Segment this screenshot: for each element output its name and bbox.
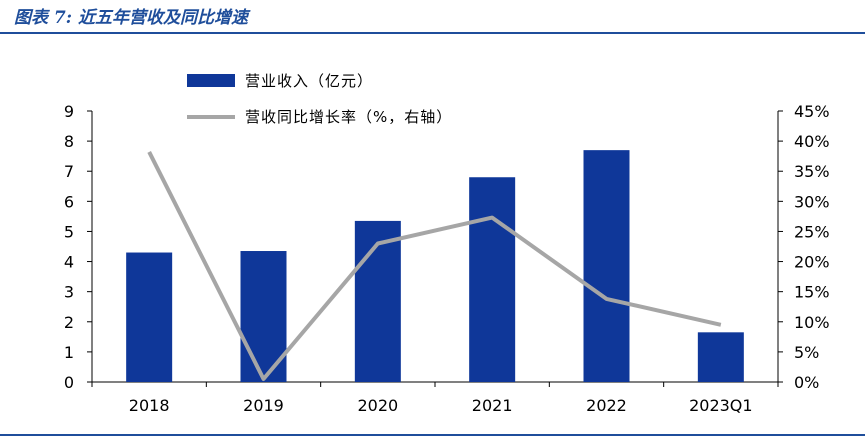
x-tick-label: 2018 — [129, 396, 170, 415]
right-tick-label: 45% — [794, 102, 830, 121]
right-tick-label: 35% — [794, 162, 830, 181]
left-tick-label: 2 — [64, 313, 74, 332]
left-tick-label: 9 — [64, 102, 74, 121]
growth-rate-line — [147, 151, 722, 381]
bar-2022 — [583, 150, 630, 382]
x-tick-label: 2019 — [243, 396, 284, 415]
x-axis-ticks: 2018 2019 2020 2021 2022 2023Q1 — [91, 382, 779, 415]
left-axis-ticks: 0 1 2 3 4 5 6 7 8 9 — [64, 102, 92, 392]
legend-line-label: 营收同比增长率（%，右轴） — [245, 108, 452, 126]
right-tick-label: 30% — [794, 192, 830, 211]
figure-title: 图表 7: 近五年营收及同比增速 — [14, 8, 248, 28]
left-tick-label: 4 — [64, 253, 74, 272]
left-tick-label: 0 — [64, 373, 74, 392]
legend-bar-label: 营业收入（亿元） — [245, 72, 373, 90]
bar-2020 — [354, 220, 401, 382]
left-tick-label: 6 — [64, 192, 74, 211]
left-tick-label: 8 — [64, 132, 74, 151]
right-tick-label: 25% — [794, 222, 830, 241]
x-tick-label: 2023Q1 — [689, 396, 753, 415]
bottom-rule — [0, 434, 865, 436]
x-tick-label: 2022 — [586, 396, 627, 415]
right-tick-label: 20% — [794, 253, 830, 272]
bar-2023Q1 — [697, 332, 744, 382]
right-axis-ticks: 0% 5% 10% 15% 20% 25% 30% 35% 40% 45% — [778, 102, 830, 392]
left-tick-label: 3 — [64, 283, 74, 302]
bar-series — [126, 150, 744, 382]
right-tick-label: 5% — [794, 343, 819, 362]
legend-bar-swatch — [187, 74, 235, 87]
right-tick-label: 0% — [794, 373, 819, 392]
left-tick-label: 7 — [64, 162, 74, 181]
x-tick-label: 2020 — [357, 396, 398, 415]
right-tick-label: 40% — [794, 132, 830, 151]
line-series — [147, 151, 722, 381]
left-tick-label: 1 — [64, 343, 74, 362]
x-tick-label: 2021 — [472, 396, 513, 415]
title-rule — [0, 32, 865, 34]
legend: 营业收入（亿元） 营收同比增长率（%，右轴） — [187, 72, 452, 126]
right-tick-label: 15% — [794, 283, 830, 302]
left-tick-label: 5 — [64, 222, 74, 241]
bar-2018 — [126, 252, 173, 382]
bar-2021 — [469, 177, 516, 382]
right-tick-label: 10% — [794, 313, 830, 332]
